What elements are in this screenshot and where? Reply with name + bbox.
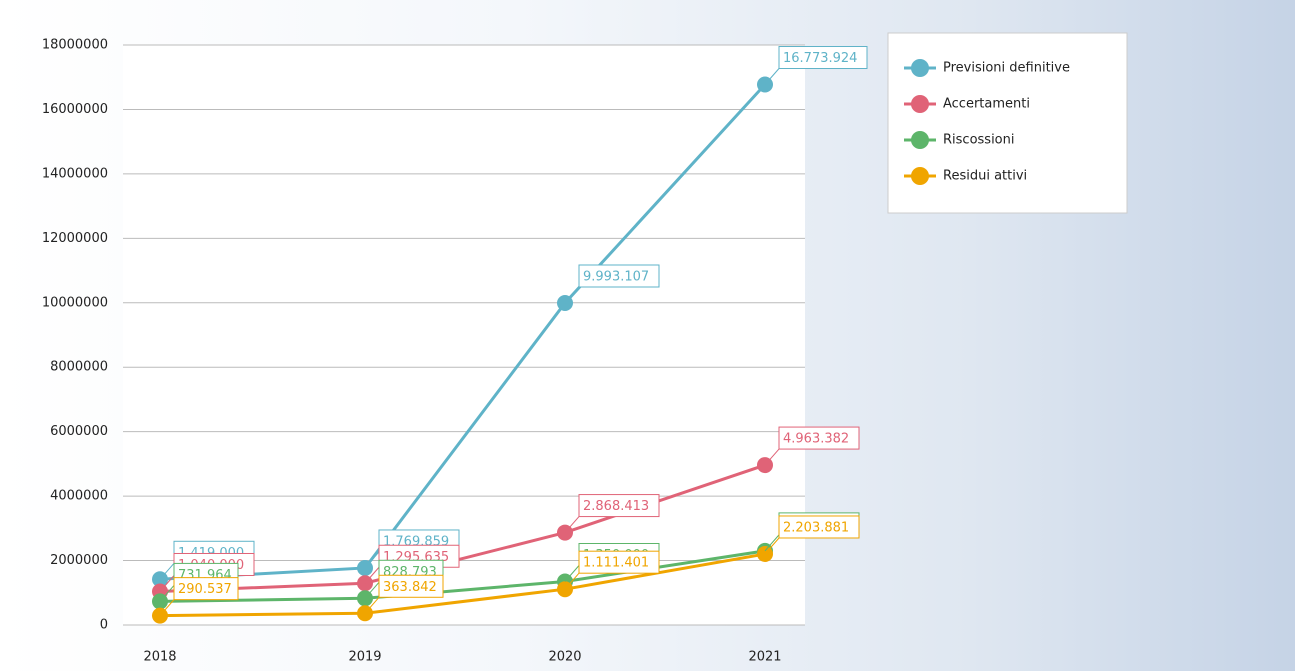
legend-marker	[911, 59, 929, 77]
data-label: 16.773.924	[783, 51, 857, 66]
legend-label: Accertamenti	[943, 97, 1030, 112]
legend-marker	[911, 131, 929, 149]
plot-area	[123, 45, 805, 625]
legend-marker	[911, 167, 929, 185]
label-connector	[764, 537, 780, 555]
label-connector	[564, 565, 580, 582]
y-tick-label: 18000000	[42, 38, 108, 53]
label-connector	[159, 599, 175, 616]
label-connector	[364, 551, 380, 569]
series-line	[159, 549, 766, 603]
data-label-box	[778, 515, 860, 539]
legend-marker	[911, 95, 929, 113]
data-label: 9.993.107	[583, 269, 649, 284]
label-connector	[564, 516, 580, 533]
y-tick-label: 2000000	[50, 553, 108, 568]
legend-label: Riscossioni	[943, 133, 1014, 148]
label-connector	[764, 448, 780, 466]
label-connector	[564, 286, 580, 304]
y-tick-label: 12000000	[42, 231, 108, 246]
series-line	[159, 463, 766, 593]
data-label: 363.842	[383, 580, 437, 595]
data-label: 1.111.401	[583, 556, 649, 571]
label-connector	[364, 581, 380, 599]
data-label-box	[173, 577, 239, 601]
data-label: 4.963.382	[783, 432, 849, 447]
x-tick-label: 2019	[348, 650, 381, 665]
y-tick-label: 10000000	[42, 295, 108, 310]
label-connector	[764, 68, 780, 85]
x-tick-label: 2018	[143, 650, 176, 665]
series-line	[159, 552, 766, 618]
data-label-box	[578, 494, 660, 518]
label-connector	[564, 572, 580, 590]
x-tick-label: 2021	[748, 650, 781, 665]
x-tick-label: 2020	[548, 650, 581, 665]
legend-box	[887, 32, 1128, 214]
y-tick-label: 4000000	[50, 489, 108, 504]
data-label-box	[578, 550, 660, 574]
data-label-box	[578, 264, 660, 288]
series-line	[159, 83, 767, 581]
data-label-box	[778, 46, 868, 70]
y-tick-label: 0	[100, 618, 108, 633]
label-connector	[764, 534, 780, 552]
data-label: 2.203.881	[783, 520, 849, 535]
label-connector	[364, 596, 380, 614]
label-connector	[159, 585, 175, 602]
label-connector	[159, 575, 175, 592]
legend-label: Previsioni definitive	[943, 61, 1070, 76]
label-connector	[159, 562, 175, 580]
y-tick-label: 6000000	[50, 424, 108, 439]
y-tick-label: 16000000	[42, 102, 108, 117]
data-label-box	[378, 574, 444, 598]
data-label: 290.537	[178, 582, 232, 597]
data-label-box	[778, 426, 860, 450]
data-label: 2.868.413	[583, 499, 649, 514]
y-tick-label: 14000000	[42, 166, 108, 181]
label-connector	[364, 566, 380, 584]
legend-label: Residui attivi	[943, 169, 1027, 184]
y-tick-label: 8000000	[50, 360, 108, 375]
